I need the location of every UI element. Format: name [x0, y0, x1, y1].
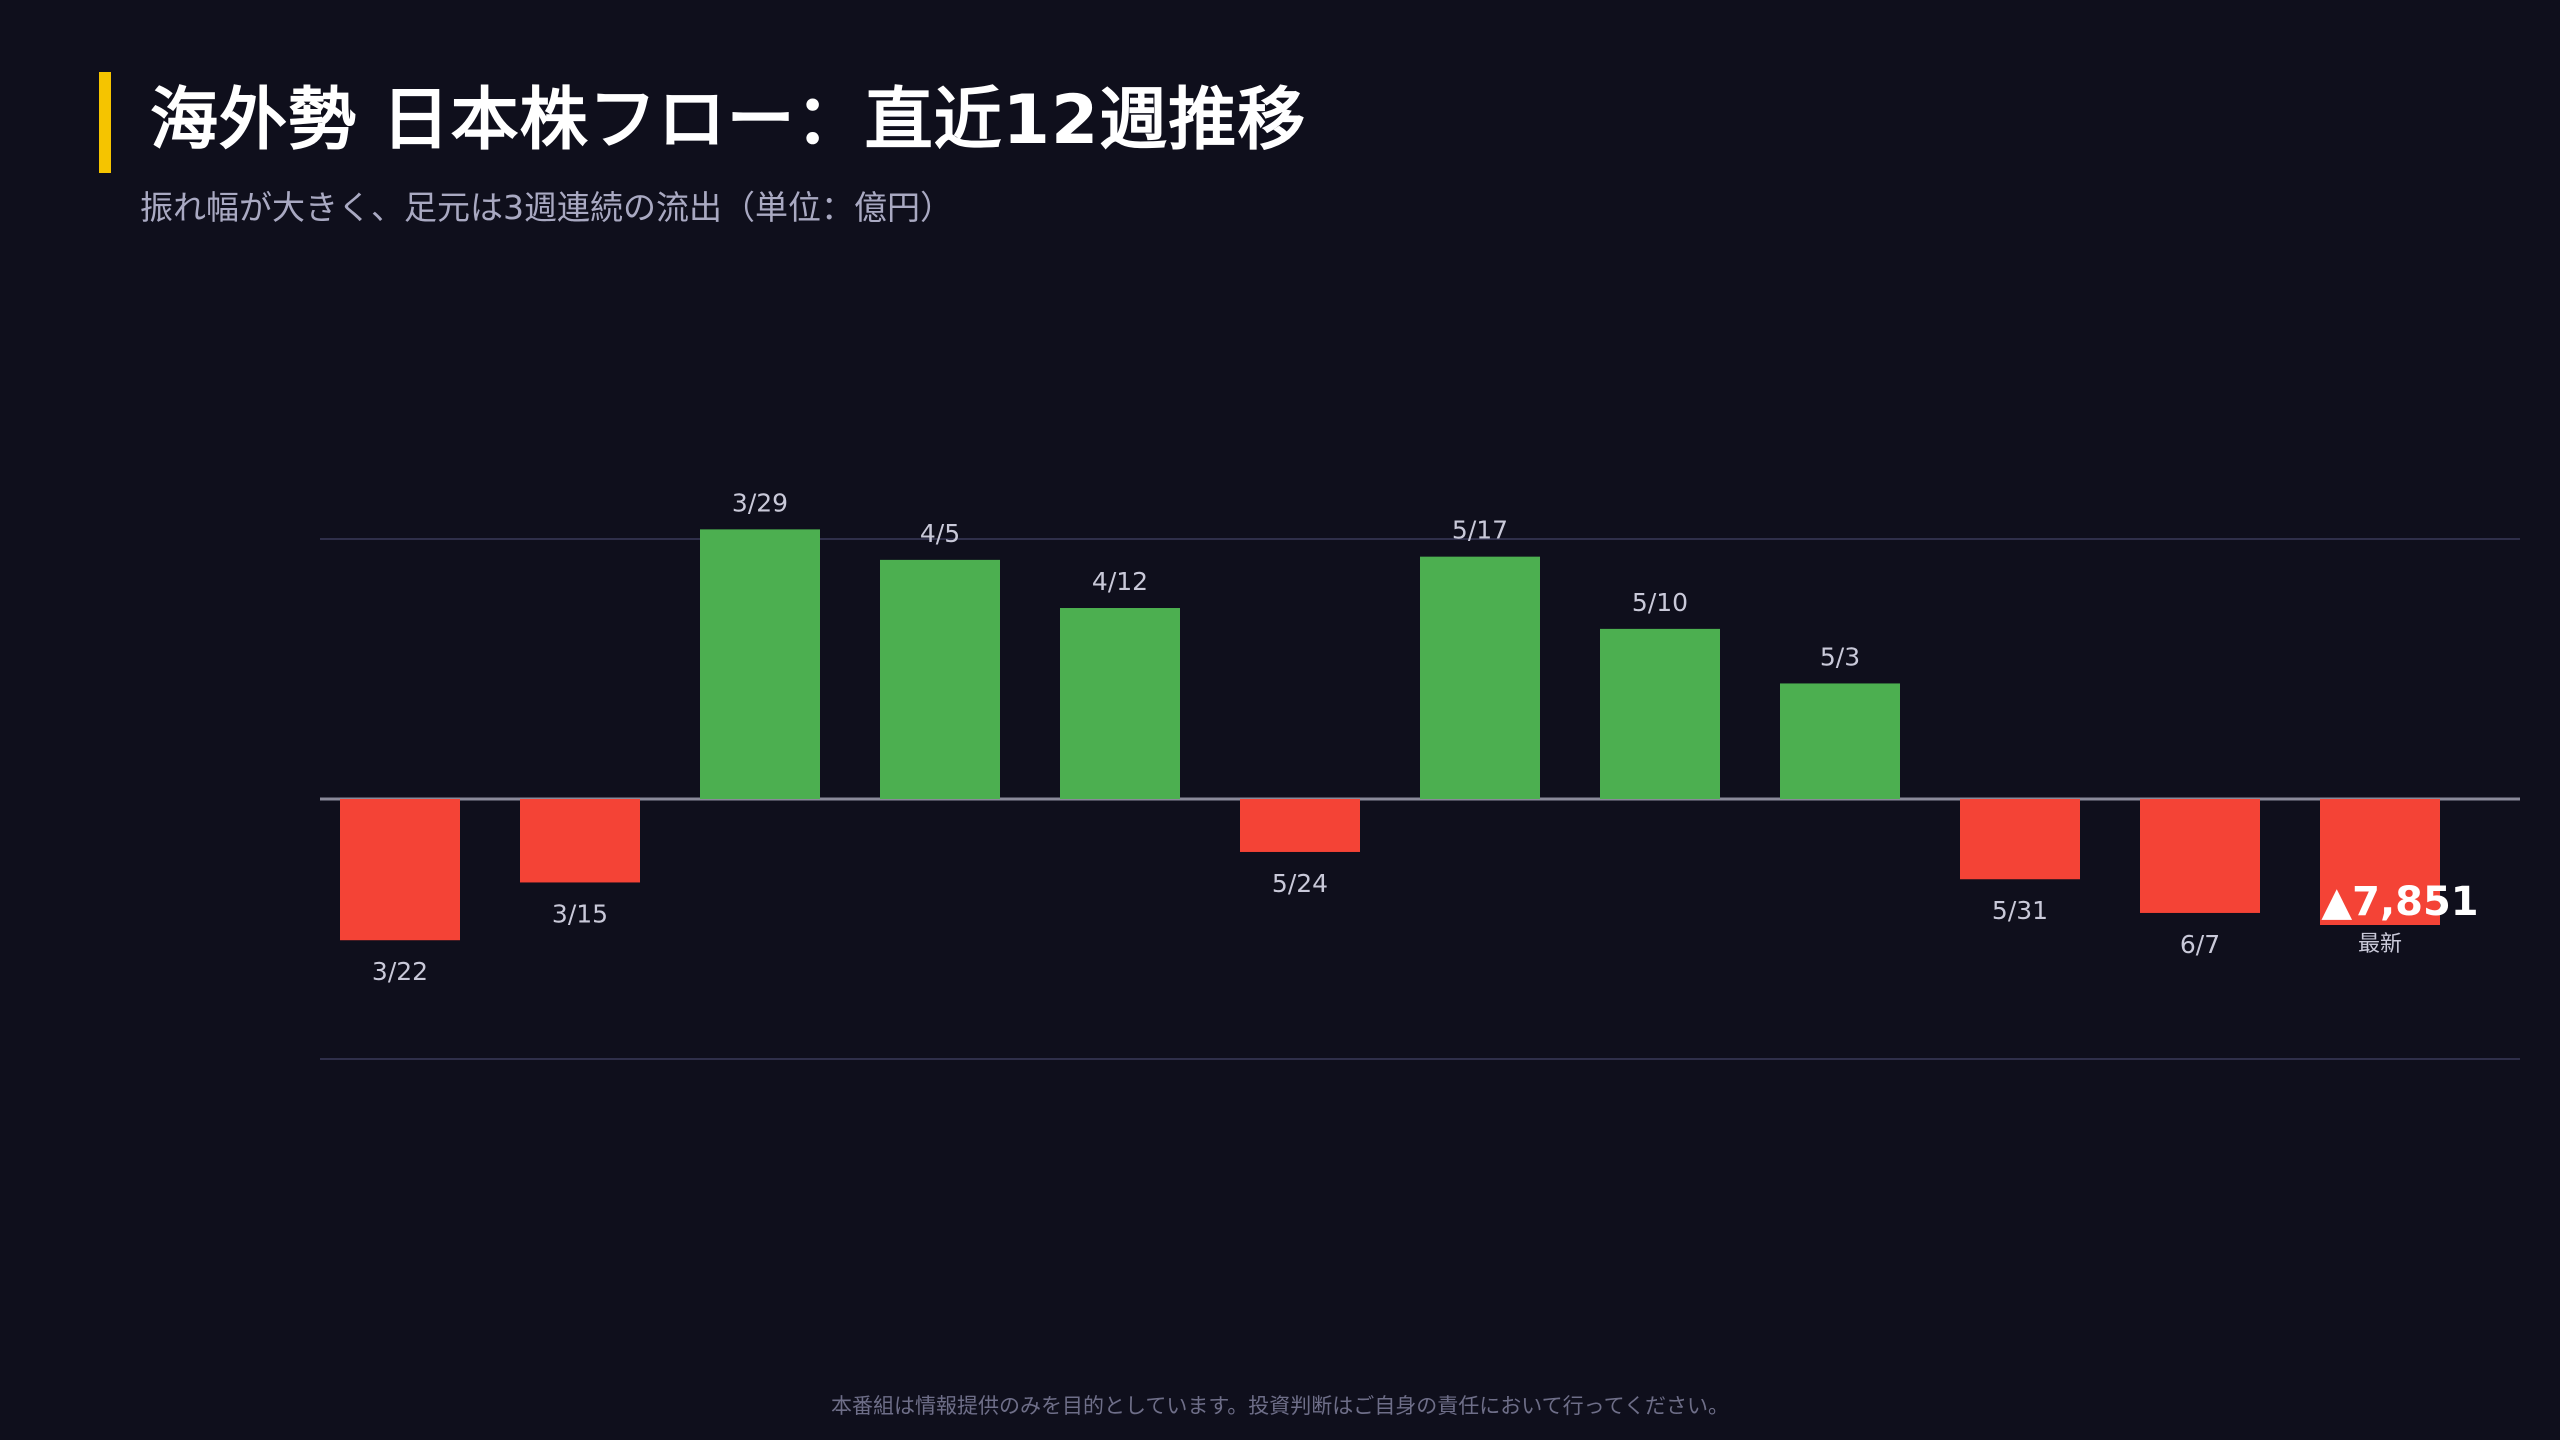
page-subtitle: 振れ幅が大きく、足元は3週連続の流出（単位：億円）: [140, 188, 953, 227]
title-accent-bar: [99, 72, 111, 173]
page-title: 海外勢 日本株フロー：直近12週推移: [150, 81, 1307, 160]
bar-5: [1060, 608, 1180, 799]
chart-labels: 3/22 3/15 3/29 4/5 4/12 5/24 5/17 5/10 5/3 5/31 6/…: [372, 488, 2479, 986]
bar-1: [340, 799, 460, 941]
bar-11: [2140, 799, 2260, 913]
category-label-7: 5/17: [1452, 516, 1508, 545]
category-label-11: 6/7: [2180, 930, 2220, 959]
bar-2: [520, 799, 640, 883]
category-label-1: 3/22: [372, 957, 428, 986]
chart-bars: [340, 529, 2440, 941]
category-label-5: 4/12: [1092, 567, 1148, 596]
category-label-9: 5/3: [1820, 642, 1860, 671]
bar-9: [1780, 683, 1900, 799]
latest-value-label: ▲7,851: [2321, 879, 2478, 925]
bar-12: [2320, 799, 2440, 926]
category-label-2: 3/15: [552, 899, 608, 928]
bar-4: [880, 559, 1000, 799]
bar-3: [700, 529, 820, 799]
category-label-4: 4/5: [920, 519, 960, 548]
category-label-8: 5/10: [1632, 588, 1688, 617]
disclaimer-text: 本番組は情報提供のみを目的としています。投資判断はご自身の責任において行ってくだ…: [831, 1394, 1729, 1418]
category-label-3: 3/29: [732, 488, 788, 517]
bar-10: [1960, 799, 2080, 880]
category-label-12: 最新: [2358, 932, 2402, 957]
category-label-10: 5/31: [1992, 896, 2048, 925]
bar-6: [1240, 799, 1360, 852]
category-label-6: 5/24: [1272, 869, 1328, 898]
bar-8: [1600, 628, 1720, 799]
bar-7: [1420, 556, 1540, 799]
